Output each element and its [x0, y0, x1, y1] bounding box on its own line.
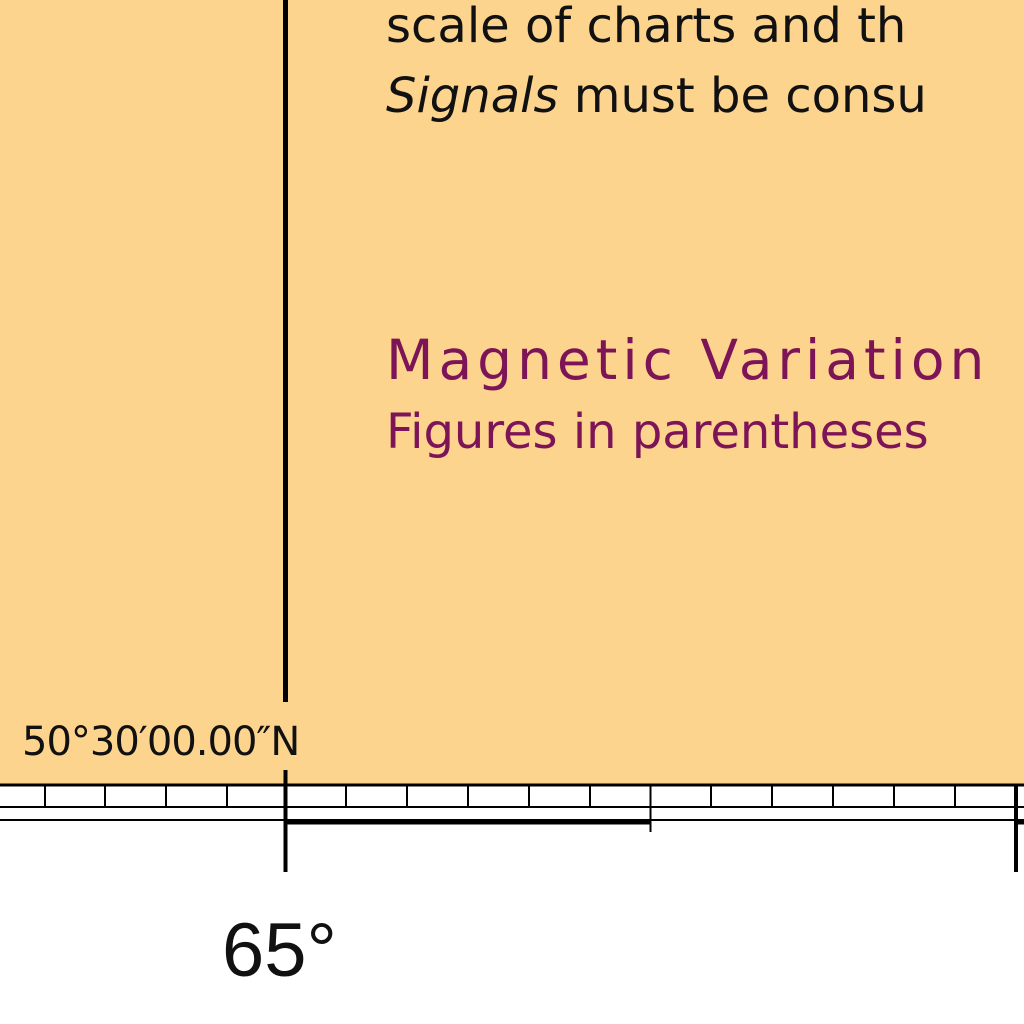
meridian-line [283, 0, 288, 702]
note-line-1: scale of charts and th [386, 2, 906, 50]
signals-italic-text: Signals [386, 68, 559, 124]
border-graduations [0, 770, 1024, 872]
latitude-label: 50°30′00.00″N [22, 719, 300, 765]
chart-border-scale [0, 770, 1024, 872]
note-line-2: Signals must be consu [386, 72, 927, 120]
magnetic-variation-note: Figures in parentheses [386, 404, 929, 460]
chart-panel: scale of charts and th Signals must be c… [0, 0, 1024, 784]
longitude-label: 65° [222, 908, 337, 993]
magnetic-variation-title: Magnetic Variation [386, 328, 990, 392]
note-text-2: must be consu [558, 68, 927, 124]
note-text-1: scale of charts and th [386, 0, 907, 54]
